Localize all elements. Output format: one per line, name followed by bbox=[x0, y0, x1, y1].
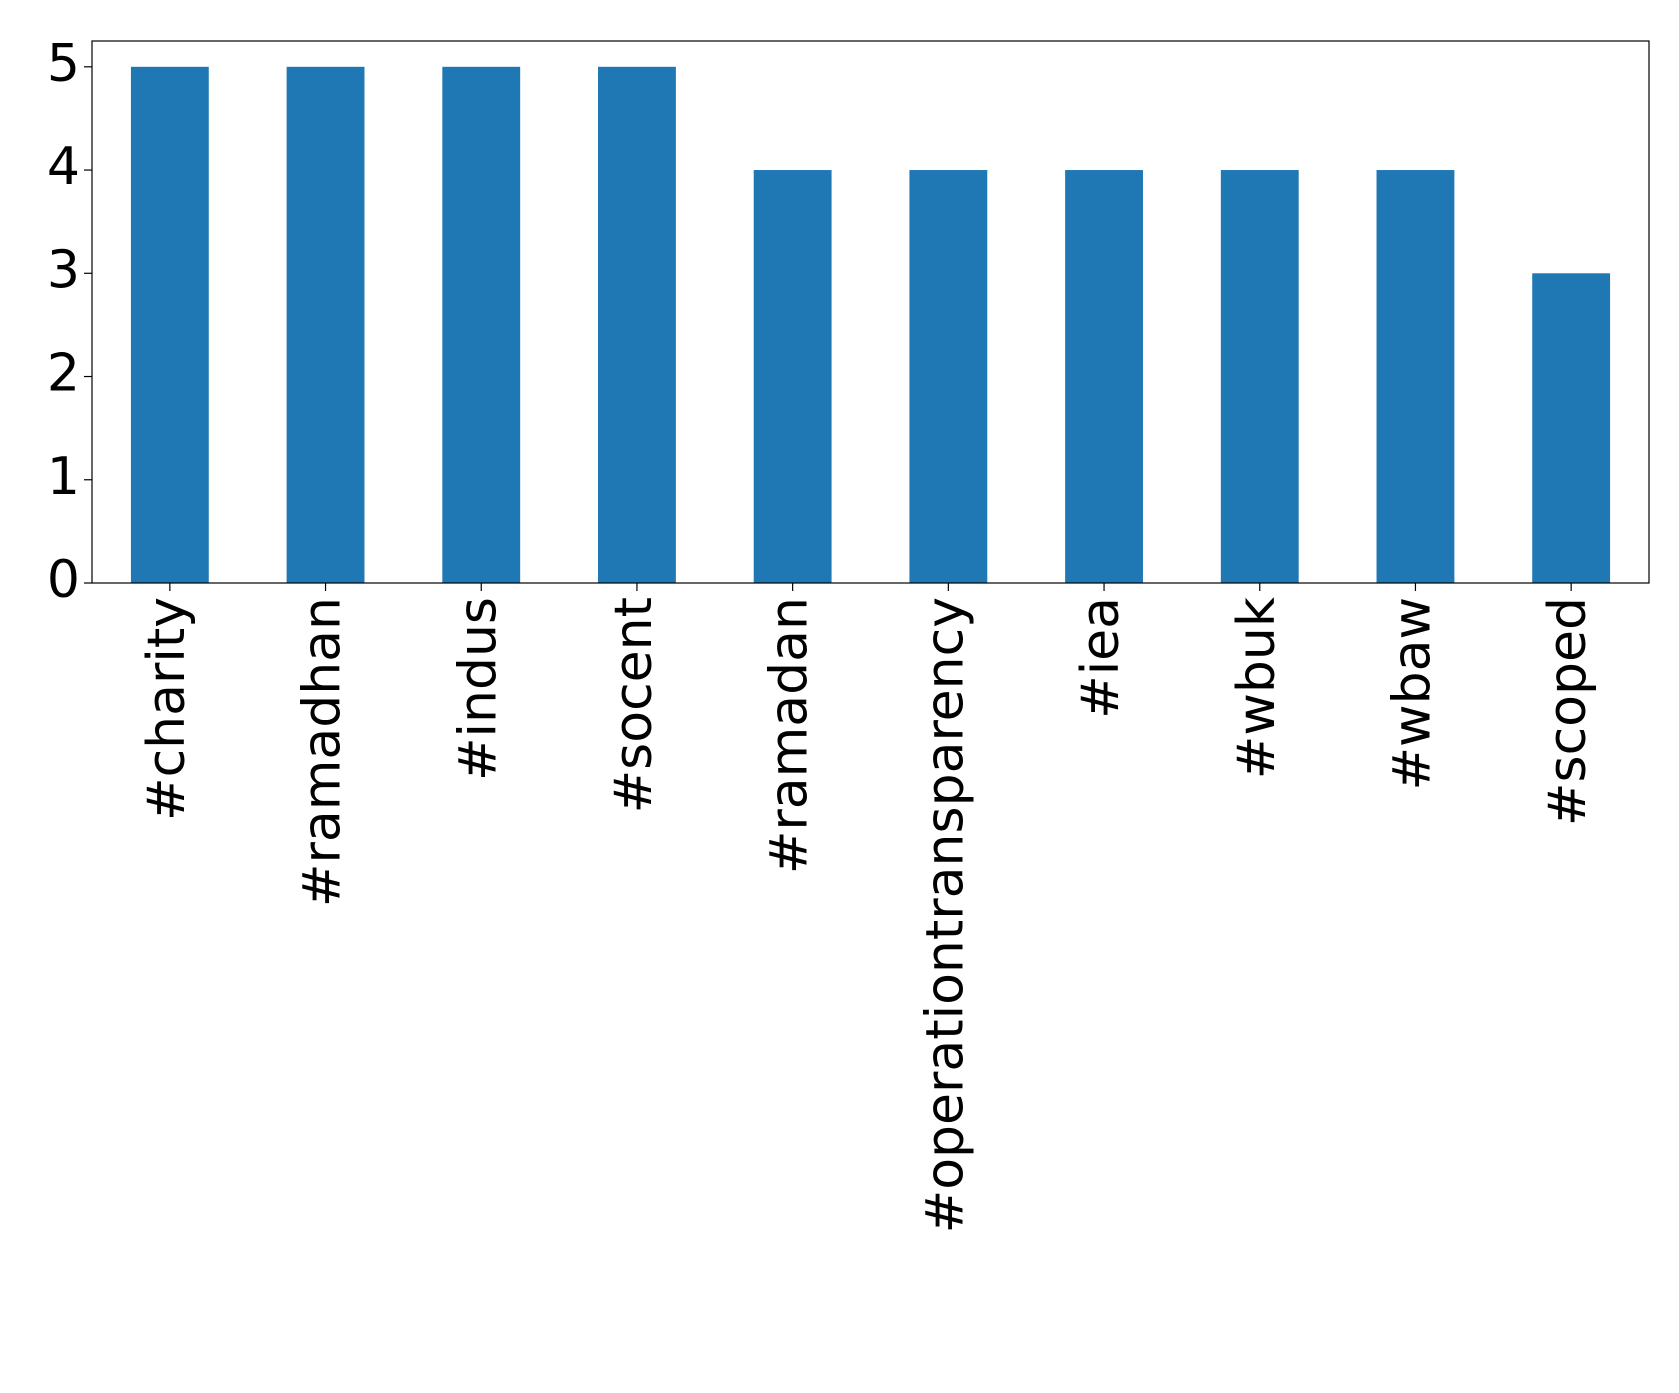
y-tick-label: 3 bbox=[47, 240, 80, 300]
bar bbox=[1532, 273, 1611, 583]
y-tick-label: 2 bbox=[47, 344, 80, 404]
x-tick-label: #operationtransparency bbox=[915, 597, 975, 1233]
bar bbox=[286, 66, 365, 584]
bar bbox=[753, 170, 832, 584]
bar bbox=[909, 170, 988, 584]
x-tick-label: #charity bbox=[137, 597, 197, 821]
y-tick-label: 0 bbox=[47, 550, 80, 610]
y-tick-label: 5 bbox=[47, 34, 80, 94]
x-tick-label: #ramadhan bbox=[293, 597, 353, 907]
x-tick-label: #ramadan bbox=[760, 597, 820, 874]
bar bbox=[1220, 170, 1299, 584]
bar bbox=[598, 66, 676, 584]
bar bbox=[130, 66, 209, 584]
bar bbox=[1376, 170, 1455, 584]
bar bbox=[1065, 170, 1143, 584]
y-tick-label: 4 bbox=[47, 137, 80, 197]
x-tick-label: #socent bbox=[604, 597, 664, 813]
x-tick-label: #indus bbox=[448, 597, 508, 781]
x-tick-label: #scoped bbox=[1538, 597, 1598, 826]
bar bbox=[442, 66, 521, 584]
y-tick-label: 1 bbox=[47, 447, 80, 507]
x-tick-label: #wbuk bbox=[1227, 597, 1287, 779]
x-tick-label: #iea bbox=[1071, 597, 1131, 719]
x-tick-label: #wbaw bbox=[1382, 597, 1442, 791]
plot-frame bbox=[91, 40, 1650, 584]
